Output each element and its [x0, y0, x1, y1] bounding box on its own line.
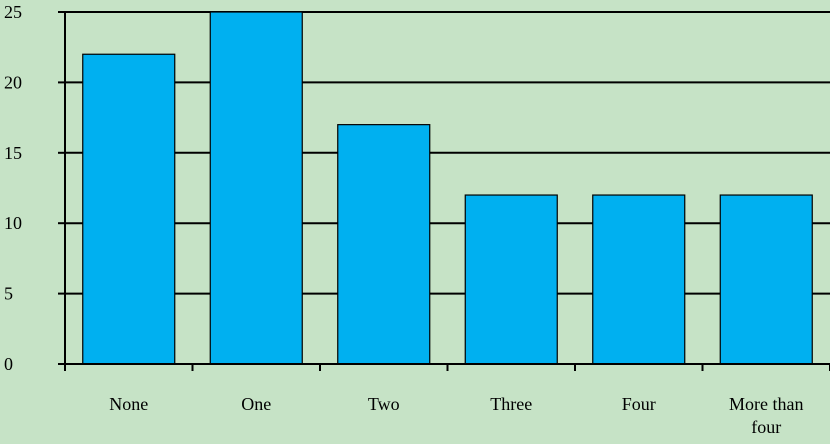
bar: [209, 11, 303, 365]
bars: [82, 11, 813, 365]
x-tick-label: Three: [490, 394, 532, 414]
x-tick-label: Two: [368, 394, 400, 414]
y-tick-label: 5: [4, 284, 13, 304]
x-tick-label: four: [751, 417, 781, 437]
x-tick-label: Four: [622, 394, 656, 414]
y-tick-label: 10: [4, 213, 22, 233]
bar: [719, 194, 813, 365]
bar: [337, 124, 431, 365]
bar: [592, 194, 686, 365]
x-tick-label: None: [109, 394, 148, 414]
axes: [58, 11, 830, 371]
x-tick-label: One: [241, 394, 271, 414]
y-tick-label: 0: [4, 354, 13, 374]
y-tick-label: 20: [4, 72, 22, 92]
y-tick-label: 15: [4, 143, 22, 163]
bar: [464, 194, 558, 365]
x-tick-label: More than: [729, 394, 803, 414]
bar: [82, 53, 176, 365]
x-tick-labels: None One Two Three Four More than four: [109, 394, 803, 437]
y-tick-labels: 0 5 10 15 20 25: [4, 2, 22, 374]
gridlines: [65, 11, 830, 295]
y-tick-label: 25: [4, 2, 22, 22]
